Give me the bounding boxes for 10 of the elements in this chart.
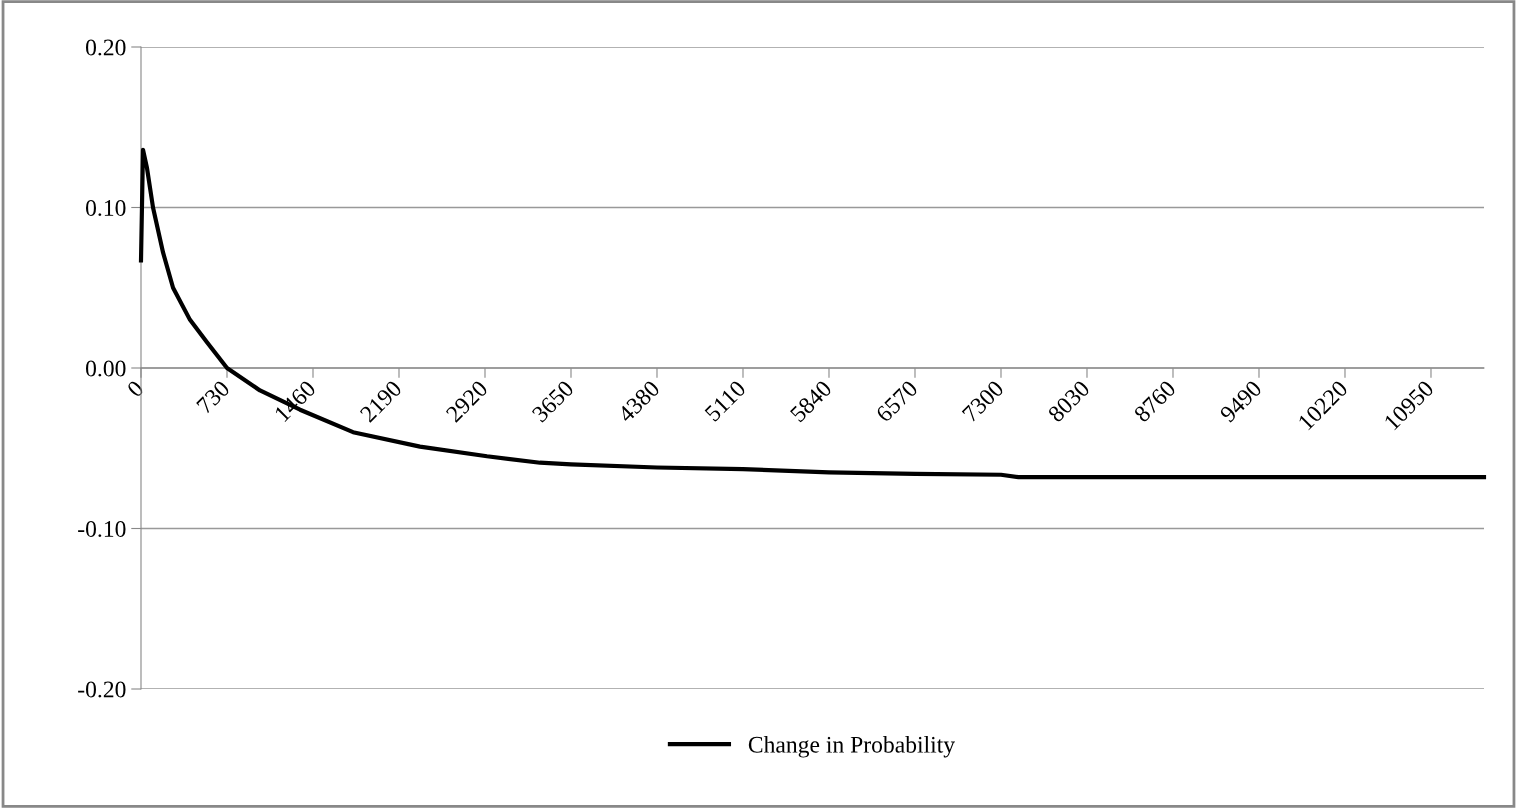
y-tick-label: -0.10 [78,520,126,538]
y-tick-label: -0.20 [78,681,126,698]
x-tick-label: 6570 [875,379,919,423]
y-tick-label: 0.20 [86,39,126,56]
x-tick-label: 0 [126,379,145,398]
x-tick-label: 4380 [616,379,661,424]
y-tick-label: 0.10 [86,199,126,217]
x-tick-label: 730 [195,379,231,415]
y-tick-label: 0.00 [86,360,126,377]
legend-label: Change in Probability [748,736,955,758]
